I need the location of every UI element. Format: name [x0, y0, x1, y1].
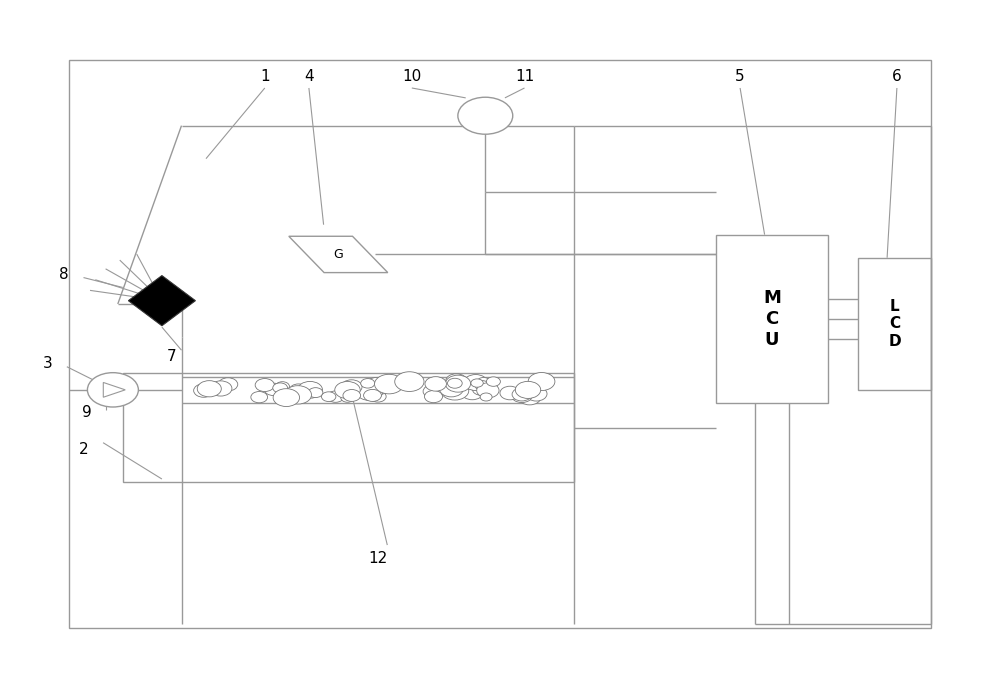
- Circle shape: [512, 388, 532, 401]
- Text: 2: 2: [79, 441, 88, 457]
- Circle shape: [445, 375, 471, 392]
- Circle shape: [284, 386, 311, 404]
- Circle shape: [447, 378, 462, 388]
- Bar: [716, 235, 828, 403]
- Circle shape: [356, 383, 383, 400]
- Circle shape: [298, 381, 322, 398]
- Circle shape: [273, 383, 288, 393]
- Text: 3: 3: [42, 356, 52, 371]
- Circle shape: [477, 377, 490, 386]
- Circle shape: [441, 381, 469, 400]
- Circle shape: [464, 375, 487, 390]
- Circle shape: [500, 386, 520, 400]
- Circle shape: [512, 388, 532, 401]
- Circle shape: [364, 390, 381, 402]
- Circle shape: [456, 379, 476, 393]
- Circle shape: [251, 392, 268, 403]
- Text: 8: 8: [59, 267, 69, 282]
- Circle shape: [264, 383, 283, 396]
- Circle shape: [194, 384, 214, 397]
- Circle shape: [370, 391, 386, 402]
- Circle shape: [511, 388, 532, 402]
- Polygon shape: [128, 276, 195, 326]
- Circle shape: [341, 380, 362, 394]
- Circle shape: [461, 385, 483, 400]
- Polygon shape: [289, 237, 388, 272]
- Circle shape: [289, 384, 307, 396]
- Text: 6: 6: [892, 69, 902, 84]
- Circle shape: [375, 374, 403, 394]
- Bar: [123, 373, 574, 483]
- Circle shape: [515, 381, 541, 398]
- Text: M
C
U: M C U: [763, 289, 781, 348]
- Circle shape: [275, 381, 289, 391]
- Text: G: G: [333, 248, 343, 261]
- Circle shape: [486, 377, 500, 386]
- Circle shape: [446, 374, 467, 388]
- Bar: [69, 59, 931, 627]
- Circle shape: [302, 382, 318, 393]
- Text: 5: 5: [735, 69, 745, 84]
- Text: 7: 7: [167, 349, 177, 365]
- Circle shape: [439, 381, 463, 397]
- Circle shape: [528, 373, 555, 390]
- Circle shape: [532, 381, 545, 390]
- Circle shape: [424, 390, 443, 402]
- Circle shape: [321, 392, 336, 402]
- Circle shape: [471, 379, 483, 388]
- Circle shape: [526, 387, 547, 401]
- Circle shape: [197, 381, 221, 397]
- Text: 10: 10: [402, 69, 421, 84]
- Text: 12: 12: [368, 551, 387, 565]
- Circle shape: [477, 383, 499, 398]
- Text: 4: 4: [304, 69, 314, 84]
- Circle shape: [472, 382, 492, 396]
- Circle shape: [458, 97, 513, 134]
- Text: L
C
D: L C D: [888, 299, 901, 348]
- Circle shape: [218, 378, 238, 391]
- Circle shape: [361, 379, 375, 388]
- Circle shape: [327, 391, 344, 402]
- Circle shape: [343, 390, 361, 402]
- Text: 11: 11: [515, 69, 534, 84]
- Text: 9: 9: [82, 406, 91, 421]
- Circle shape: [364, 377, 390, 395]
- Text: 1: 1: [260, 69, 270, 84]
- Circle shape: [273, 389, 300, 406]
- Circle shape: [341, 393, 354, 402]
- Circle shape: [335, 381, 360, 398]
- Circle shape: [209, 381, 232, 396]
- Polygon shape: [103, 382, 125, 397]
- Circle shape: [395, 372, 424, 392]
- Circle shape: [87, 373, 138, 407]
- Circle shape: [255, 379, 274, 392]
- Circle shape: [423, 385, 443, 398]
- Bar: [858, 257, 931, 390]
- Circle shape: [425, 377, 446, 391]
- Circle shape: [518, 390, 541, 405]
- Circle shape: [308, 388, 323, 398]
- Circle shape: [480, 393, 492, 401]
- Circle shape: [475, 381, 489, 390]
